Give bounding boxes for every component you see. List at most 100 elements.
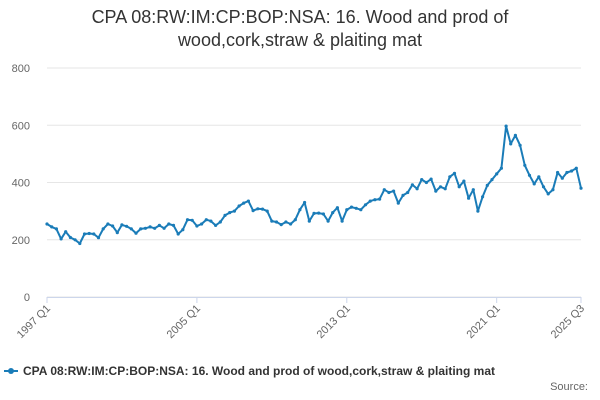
data-point[interactable] xyxy=(326,219,330,223)
data-point[interactable] xyxy=(317,211,321,215)
data-point[interactable] xyxy=(293,218,297,222)
data-point[interactable] xyxy=(120,223,124,227)
data-point[interactable] xyxy=(190,218,194,222)
data-point[interactable] xyxy=(125,224,129,228)
data-point[interactable] xyxy=(560,176,564,180)
data-point[interactable] xyxy=(246,199,250,203)
data-point[interactable] xyxy=(340,219,344,223)
data-point[interactable] xyxy=(54,227,59,231)
data-point[interactable] xyxy=(162,226,166,230)
data-point[interactable] xyxy=(513,133,518,137)
data-point[interactable] xyxy=(265,209,269,213)
data-point[interactable] xyxy=(228,211,232,215)
data-point[interactable] xyxy=(312,211,316,215)
data-point[interactable] xyxy=(415,187,419,191)
data-point[interactable] xyxy=(354,206,358,210)
data-point[interactable] xyxy=(424,180,428,185)
data-point[interactable] xyxy=(167,222,171,226)
data-point[interactable] xyxy=(401,193,405,197)
legend-item[interactable]: CPA 08:RW:IM:CP:BOP:NSA: 16. Wood and pr… xyxy=(4,362,495,380)
data-point[interactable] xyxy=(298,208,302,212)
series-group[interactable] xyxy=(45,124,583,246)
data-point[interactable] xyxy=(434,189,438,193)
data-point[interactable] xyxy=(392,189,396,193)
data-point[interactable] xyxy=(452,171,457,175)
data-point[interactable] xyxy=(139,227,143,231)
data-point[interactable] xyxy=(157,223,161,227)
data-point[interactable] xyxy=(50,225,54,229)
data-point[interactable] xyxy=(148,225,152,229)
data-point[interactable] xyxy=(499,166,503,170)
data-point[interactable] xyxy=(101,227,105,231)
data-point[interactable] xyxy=(551,188,555,192)
data-point[interactable] xyxy=(68,235,72,240)
data-point[interactable] xyxy=(73,238,77,242)
data-point[interactable] xyxy=(92,232,96,236)
data-point[interactable] xyxy=(223,213,227,217)
data-point[interactable] xyxy=(45,222,49,226)
data-point[interactable] xyxy=(307,219,311,223)
data-point[interactable] xyxy=(242,201,246,205)
data-point[interactable] xyxy=(256,207,260,211)
data-point[interactable] xyxy=(270,219,274,223)
data-point[interactable] xyxy=(82,232,87,236)
source-credit[interactable]: Source: xyxy=(550,381,588,393)
data-point[interactable] xyxy=(176,232,180,236)
data-point[interactable] xyxy=(115,231,119,235)
data-point[interactable] xyxy=(237,204,241,208)
data-point[interactable] xyxy=(382,188,386,192)
data-point[interactable] xyxy=(373,198,377,202)
data-point[interactable] xyxy=(509,142,513,146)
data-point[interactable] xyxy=(345,208,349,212)
data-point[interactable] xyxy=(200,222,204,226)
data-point[interactable] xyxy=(171,223,176,227)
data-point[interactable] xyxy=(143,226,147,230)
data-point[interactable] xyxy=(396,201,400,205)
data-point[interactable] xyxy=(462,179,466,183)
data-point[interactable] xyxy=(471,188,475,192)
data-point[interactable] xyxy=(134,231,138,235)
data-point[interactable] xyxy=(279,223,283,227)
data-point[interactable] xyxy=(518,143,522,147)
data-point[interactable] xyxy=(232,209,236,213)
data-point[interactable] xyxy=(523,163,527,167)
data-point[interactable] xyxy=(570,169,574,173)
data-point[interactable] xyxy=(481,195,485,199)
data-point[interactable] xyxy=(410,183,414,187)
data-point[interactable] xyxy=(111,224,115,228)
data-point[interactable] xyxy=(204,218,208,222)
data-point[interactable] xyxy=(574,166,578,170)
data-point[interactable] xyxy=(532,182,536,186)
data-point[interactable] xyxy=(579,186,583,190)
data-point[interactable] xyxy=(429,177,433,181)
data-point[interactable] xyxy=(260,207,265,211)
data-point[interactable] xyxy=(251,209,255,213)
data-point[interactable] xyxy=(195,224,199,228)
data-point[interactable] xyxy=(274,220,279,224)
data-point[interactable] xyxy=(495,172,499,176)
data-point[interactable] xyxy=(181,228,185,232)
data-point[interactable] xyxy=(537,175,541,179)
data-point[interactable] xyxy=(485,183,489,187)
data-point[interactable] xyxy=(284,220,288,224)
data-point[interactable] xyxy=(368,199,372,203)
data-point[interactable] xyxy=(406,190,410,195)
data-point[interactable] xyxy=(349,205,354,209)
data-point[interactable] xyxy=(185,218,190,222)
data-point[interactable] xyxy=(153,226,157,230)
data-point[interactable] xyxy=(378,197,382,201)
data-point[interactable] xyxy=(335,206,339,210)
data-point[interactable] xyxy=(209,219,213,223)
data-point[interactable] xyxy=(289,222,293,226)
data-point[interactable] xyxy=(87,231,91,236)
data-point[interactable] xyxy=(64,230,68,234)
data-point[interactable] xyxy=(541,185,546,189)
data-point[interactable] xyxy=(363,203,368,207)
data-point[interactable] xyxy=(504,124,508,128)
data-point[interactable] xyxy=(387,190,391,195)
data-point[interactable] xyxy=(490,178,494,182)
data-point[interactable] xyxy=(546,192,550,196)
data-point[interactable] xyxy=(331,211,335,215)
data-point[interactable] xyxy=(106,222,110,226)
data-point[interactable] xyxy=(565,170,569,175)
